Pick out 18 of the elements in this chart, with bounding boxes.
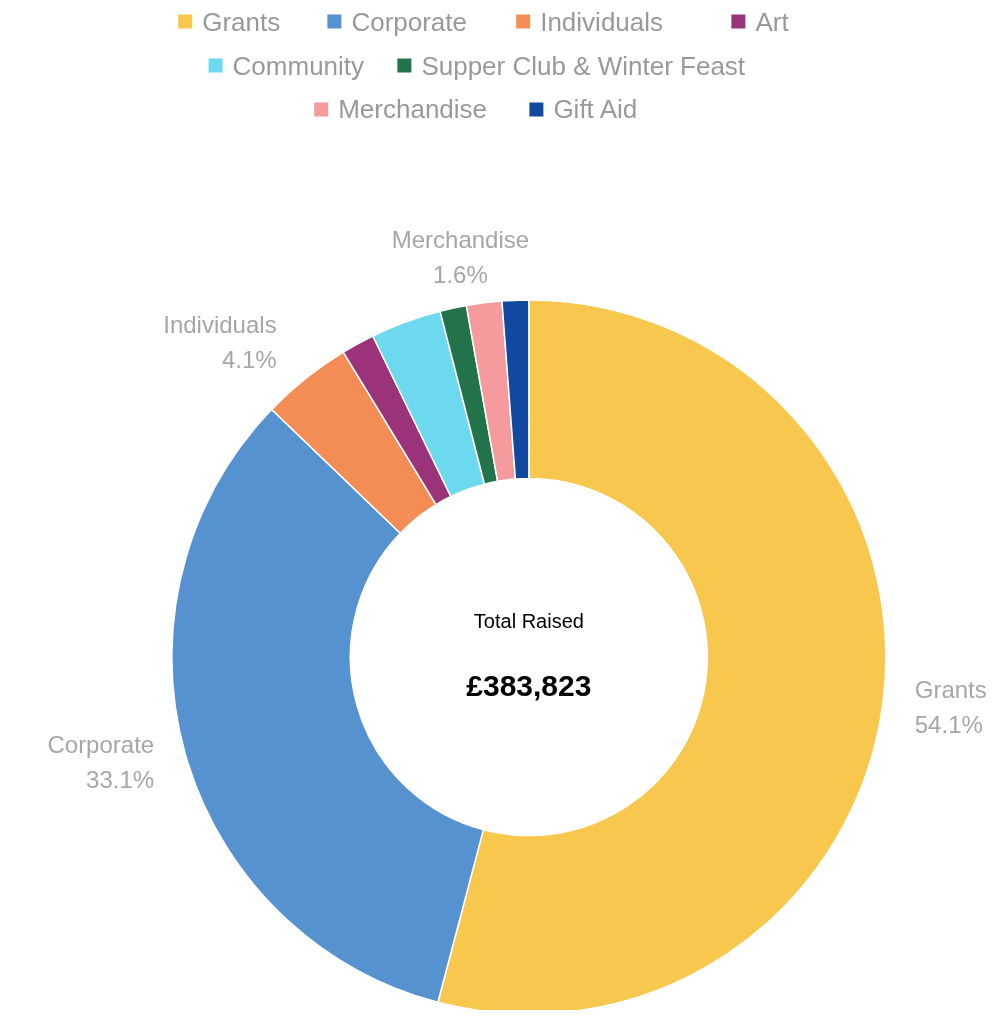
- legend-label: Community: [232, 50, 365, 81]
- legend-label: Merchandise: [338, 94, 488, 125]
- slice-label: Grants: [914, 676, 987, 703]
- slice-label: Individuals: [163, 311, 277, 339]
- text: Total Raised: [473, 610, 584, 633]
- legend-label: Individuals: [540, 6, 664, 37]
- data-label: 1.6%: [433, 260, 488, 288]
- data-label: 33.1%: [86, 766, 155, 794]
- slice-label: Corporate: [47, 731, 155, 759]
- legend-label: Art: [755, 6, 790, 37]
- legend-label: Supper Club & Winter Feast: [421, 50, 746, 81]
- data-label: 4.1%: [221, 346, 277, 374]
- text: £383,823: [466, 669, 592, 703]
- legend-label: Corporate: [351, 6, 468, 37]
- data-label: 54.1%: [914, 711, 983, 739]
- legend-label: Grants: [202, 6, 281, 37]
- legend-label: Gift Aid: [553, 94, 638, 125]
- slice-label: Merchandise: [391, 225, 530, 253]
